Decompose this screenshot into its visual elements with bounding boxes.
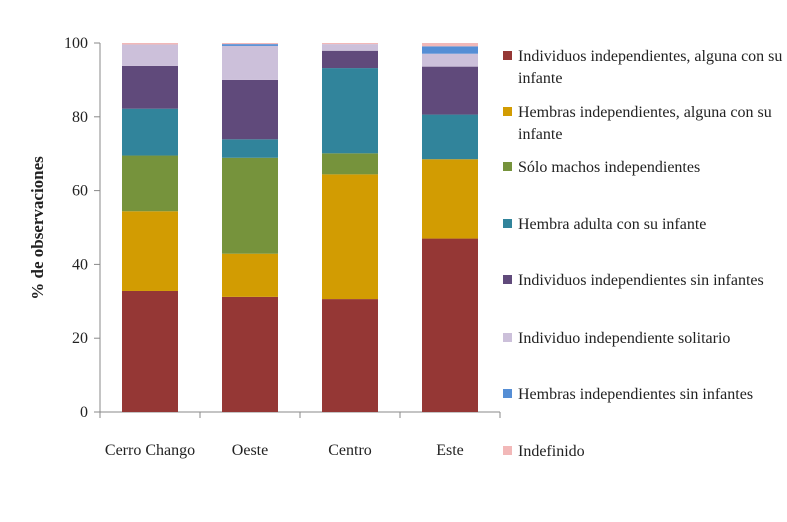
- plot-area: 0 20 40 60 80 100 Cerro Chango Oeste Centro Este: [64, 35, 501, 459]
- bar-segment: [322, 43, 378, 45]
- bar-segment: [422, 238, 478, 412]
- bar-segment: [122, 290, 178, 412]
- bar-segment: [222, 253, 278, 297]
- bar-segment: [422, 46, 478, 54]
- legend-label: Hembras independientes sin infantes: [518, 386, 754, 403]
- legend-swatch: [503, 446, 512, 455]
- legend-label: Hembras independientes, alguna con su in…: [518, 104, 772, 143]
- bar-segment: [322, 50, 378, 69]
- bar-segment: [122, 211, 178, 291]
- bar-segment: [422, 53, 478, 67]
- y-tick-label: 80: [72, 109, 88, 126]
- legend-swatch: [503, 333, 512, 342]
- bar-segment: [222, 139, 278, 158]
- bar-segment: [222, 79, 278, 140]
- legend-swatch: [503, 275, 512, 284]
- bar-segment: [322, 174, 378, 300]
- bar-segment: [322, 153, 378, 175]
- bar-segment: [422, 159, 478, 239]
- legend-swatch: [503, 219, 512, 228]
- y-tick-label: 20: [72, 330, 88, 347]
- y-tick-label: 100: [64, 35, 88, 52]
- bar-segment: [422, 114, 478, 160]
- bar-segment: [222, 157, 278, 254]
- category-label: Oeste: [232, 442, 268, 459]
- legend-swatch: [503, 389, 512, 398]
- y-tick-label: 0: [80, 404, 88, 421]
- bar-segment: [122, 44, 178, 66]
- legend-label: Sólo machos independientes: [518, 159, 701, 176]
- legend-swatch: [503, 162, 512, 171]
- bar-segment: [322, 68, 378, 154]
- legend-label: Individuos independientes, alguna con su…: [518, 48, 783, 87]
- legend-label: Individuo independiente solitario: [518, 330, 731, 347]
- category-label: Este: [436, 442, 464, 459]
- y-tick-label: 40: [72, 256, 88, 273]
- bar-segment: [422, 66, 478, 115]
- category-label: Cerro Chango: [105, 442, 195, 459]
- bar-segment: [122, 43, 178, 45]
- y-axis-label: % de observaciones: [28, 156, 47, 300]
- bar-segment: [222, 44, 278, 46]
- bar-segment: [322, 44, 378, 51]
- bar-segment: [122, 108, 178, 156]
- bar-segment: [322, 299, 378, 412]
- bar-segment: [122, 65, 178, 109]
- bar-segment: [222, 296, 278, 412]
- y-tick-label: 60: [72, 183, 88, 200]
- legend-swatch: [503, 107, 512, 116]
- legend-label: Hembra adulta con su infante: [518, 216, 707, 233]
- legend-swatch: [503, 51, 512, 60]
- bar-segment: [422, 43, 478, 47]
- legend-label: Indefinido: [518, 443, 585, 460]
- bar-segment: [122, 155, 178, 212]
- bar-segment: [222, 45, 278, 80]
- category-label: Centro: [328, 442, 372, 459]
- legend-label: Individuos independientes sin infantes: [518, 272, 764, 289]
- bar-segment: [222, 43, 278, 45]
